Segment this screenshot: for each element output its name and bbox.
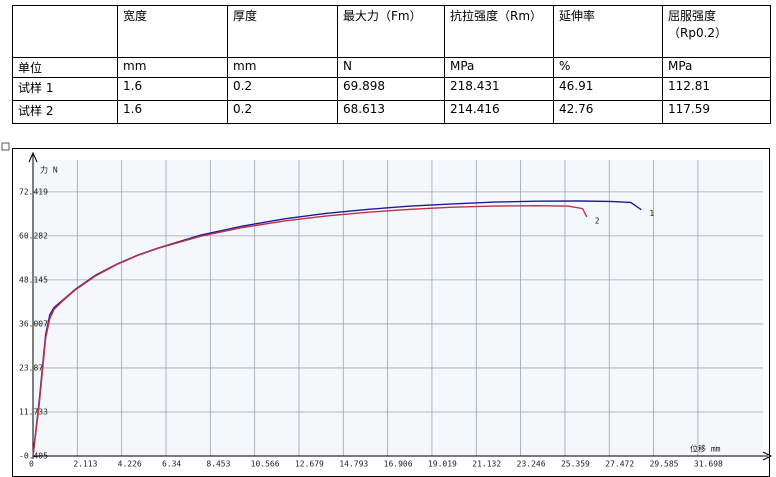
header-cell: 屈服强度（Rp0.2） [662, 5, 771, 58]
y-tick-label: 48.145 [19, 275, 48, 284]
x-tick-label: 23.246 [517, 460, 546, 469]
y-tick-label: 72.419 [19, 187, 48, 196]
x-tick-label: 6.34 [162, 460, 181, 469]
cell: 0.2 [227, 100, 338, 124]
x-tick-label: 0 [29, 460, 34, 469]
x-tick-label: 29.585 [650, 460, 679, 469]
series-line [32, 200, 642, 457]
cell: 42.76 [553, 100, 663, 124]
y-tick-label: 36.007 [19, 319, 48, 328]
cell: 218.431 [444, 77, 554, 101]
y-axis-label: 力 N [40, 165, 58, 175]
x-axis-label: 位移 mm [690, 444, 721, 454]
x-tick-label: 12.679 [295, 460, 324, 469]
x-tick-label: 25.359 [561, 460, 590, 469]
x-tick-label: 21.132 [472, 460, 501, 469]
row: 试样 1 1.6 0.2 69.898 218.431 46.91 112.81 [12, 77, 771, 101]
x-tick-label: 4.226 [118, 460, 142, 469]
cell: 0.2 [227, 77, 338, 101]
x-tick-label: 16.906 [384, 460, 413, 469]
cell: 117.59 [662, 100, 771, 124]
series-line [32, 204, 588, 457]
x-tick-label: 14.793 [339, 460, 368, 469]
x-tick-label: 2.113 [73, 460, 97, 469]
cell: 试样 1 [12, 77, 118, 101]
cell: 69.898 [337, 77, 445, 101]
results-table: 宽度 厚度 最大力（Fm） 抗拉强度（Rm） 延伸率 屈服强度（Rp0.2） 单… [12, 5, 771, 124]
header-row: 宽度 厚度 最大力（Fm） 抗拉强度（Rm） 延伸率 屈服强度（Rp0.2） [12, 5, 771, 58]
y-tick-label: 11.733 [19, 407, 48, 416]
header-cell: 最大力（Fm） [337, 5, 445, 58]
series-label: 1 [649, 209, 654, 218]
row: 试样 2 1.6 0.2 68.613 214.416 42.76 117.59 [12, 100, 771, 124]
cell: 1.6 [117, 100, 228, 124]
x-tick-label: 8.453 [206, 460, 230, 469]
cell: 1.6 [117, 77, 228, 101]
x-tick-label: 19.019 [428, 460, 457, 469]
series-label: 2 [595, 216, 600, 225]
y-tick-label: 23.87 [19, 363, 43, 372]
move-handle [1, 142, 10, 151]
x-tick-label: 10.566 [251, 460, 280, 469]
x-tick-label: 27.472 [605, 460, 634, 469]
x-tick-label: 31.698 [694, 460, 723, 469]
cell: 试样 2 [12, 100, 118, 124]
y-tick-label: 60.282 [19, 231, 48, 240]
y-axis-arrow [28, 151, 38, 163]
x-axis-arrow [762, 451, 773, 461]
